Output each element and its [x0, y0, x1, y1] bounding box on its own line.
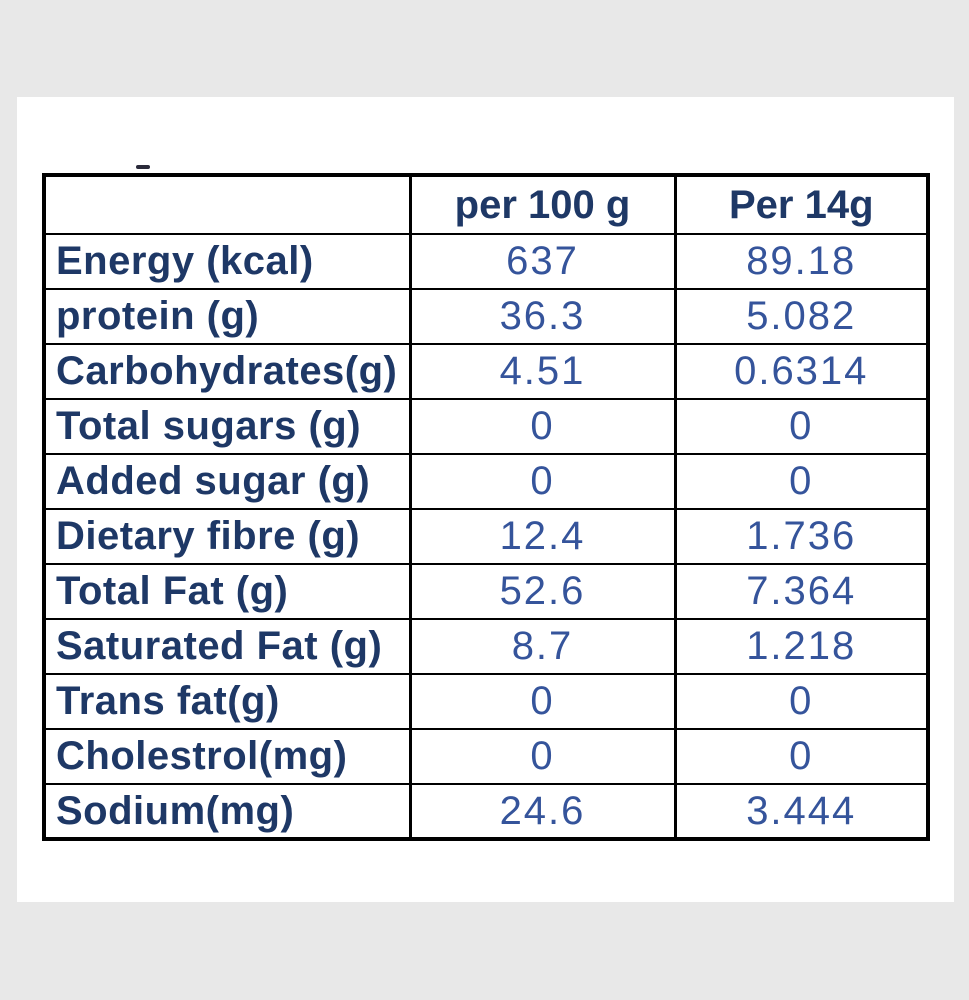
table-row: Sodium(mg) 24.6 3.444 [43, 783, 929, 840]
row-label: Added sugar (g) [43, 453, 411, 510]
row-label: Dietary fibre (g) [43, 508, 411, 565]
row-label: protein (g) [43, 288, 411, 345]
row-label: Trans fat(g) [43, 673, 411, 730]
value-per-14g: 0.6314 [673, 343, 929, 400]
value-per-14g: 1.736 [673, 508, 929, 565]
row-label: Cholestrol(mg) [43, 728, 411, 785]
row-label: Energy (kcal) [43, 233, 411, 290]
table-row: Total sugars (g) 0 0 [43, 398, 929, 455]
value-per-100g: 0 [408, 398, 676, 455]
value-per-14g: 3.444 [673, 783, 929, 840]
header-per-14g: Per 14g [673, 174, 929, 235]
table-row: Carbohydrates(g) 4.51 0.6314 [43, 343, 929, 400]
table-row: Trans fat(g) 0 0 [43, 673, 929, 730]
row-label: Sodium(mg) [43, 783, 411, 840]
value-per-100g: 12.4 [408, 508, 676, 565]
row-label: Total sugars (g) [43, 398, 411, 455]
document-panel: per 100 g Per 14g Energy (kcal) 637 89.18 p… [17, 97, 954, 902]
table-row: Saturated Fat (g) 8.7 1.218 [43, 618, 929, 675]
value-per-100g: 0 [408, 453, 676, 510]
row-label: Saturated Fat (g) [43, 618, 411, 675]
table-header-row: per 100 g Per 14g [43, 174, 929, 235]
table-row: Cholestrol(mg) 0 0 [43, 728, 929, 785]
table-row: protein (g) 36.3 5.082 [43, 288, 929, 345]
value-per-14g: 89.18 [673, 233, 929, 290]
header-blank-cell [43, 174, 411, 235]
value-per-100g: 24.6 [408, 783, 676, 840]
value-per-14g: 0 [673, 398, 929, 455]
value-per-100g: 637 [408, 233, 676, 290]
value-per-14g: 1.218 [673, 618, 929, 675]
value-per-14g: 5.082 [673, 288, 929, 345]
nutrition-table: per 100 g Per 14g Energy (kcal) 637 89.18 p… [42, 173, 930, 841]
value-per-14g: 0 [673, 673, 929, 730]
value-per-100g: 0 [408, 728, 676, 785]
value-per-100g: 0 [408, 673, 676, 730]
value-per-14g: 0 [673, 728, 929, 785]
table-row: Energy (kcal) 637 89.18 [43, 233, 929, 290]
table-row: Added sugar (g) 0 0 [43, 453, 929, 510]
row-label: Total Fat (g) [43, 563, 411, 620]
value-per-14g: 0 [673, 453, 929, 510]
value-per-100g: 4.51 [408, 343, 676, 400]
table-row: Dietary fibre (g) 12.4 1.736 [43, 508, 929, 565]
value-per-100g: 36.3 [408, 288, 676, 345]
value-per-100g: 52.6 [408, 563, 676, 620]
value-per-14g: 7.364 [673, 563, 929, 620]
table-row: Total Fat (g) 52.6 7.364 [43, 563, 929, 620]
cropped-text-mark [136, 165, 150, 169]
value-per-100g: 8.7 [408, 618, 676, 675]
header-per-100g: per 100 g [408, 174, 676, 235]
row-label: Carbohydrates(g) [43, 343, 411, 400]
